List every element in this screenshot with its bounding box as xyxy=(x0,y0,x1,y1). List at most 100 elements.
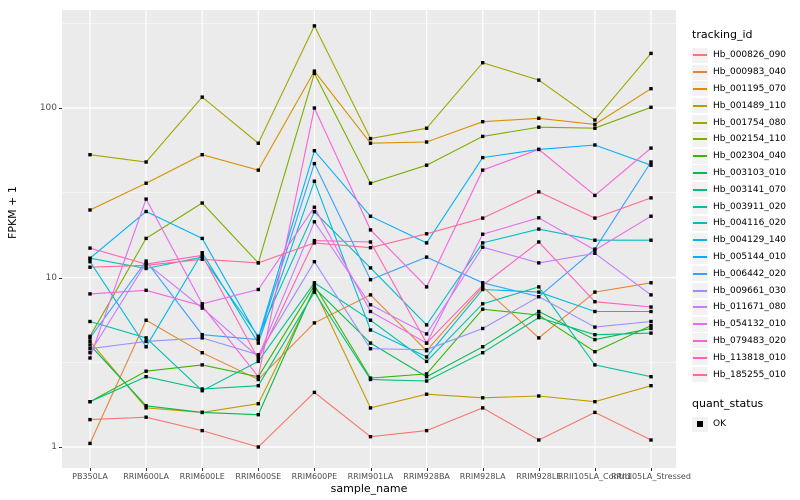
data-point xyxy=(424,323,429,327)
x-tick-mark xyxy=(482,468,484,471)
data-point xyxy=(649,163,653,167)
legend-entry-Hb_009661_030: Hb_009661_030 xyxy=(692,282,786,299)
data-point xyxy=(649,214,653,218)
data-point xyxy=(312,71,317,76)
x-tick-mark xyxy=(651,468,652,471)
legend-key-swatch xyxy=(692,215,708,231)
data-point xyxy=(593,248,597,252)
data-point xyxy=(593,337,597,342)
legend-key-swatch xyxy=(692,333,708,349)
data-point xyxy=(537,309,541,314)
legend-key-swatch xyxy=(692,266,708,282)
data-point xyxy=(649,196,653,200)
legend-key-swatch xyxy=(692,64,708,80)
data-point xyxy=(312,179,317,183)
data-point xyxy=(368,377,373,382)
data-point xyxy=(368,318,373,322)
data-point xyxy=(593,309,597,314)
legend-line-icon xyxy=(693,373,707,376)
legend-entry-Hb_054132_010: Hb_054132_010 xyxy=(692,316,786,333)
data-point xyxy=(88,260,92,264)
data-point xyxy=(256,261,260,265)
x-tick-mark xyxy=(258,468,260,471)
plot-canvas xyxy=(62,10,676,468)
data-point xyxy=(481,396,485,400)
legend-entry-Hb_003141_070: Hb_003141_070 xyxy=(692,181,786,198)
legend-entry-Hb_003911_020: Hb_003911_020 xyxy=(692,198,786,215)
data-point xyxy=(312,149,317,153)
legend-entry-label: Hb_009661_030 xyxy=(713,285,787,296)
data-point xyxy=(144,415,148,419)
y-tick-mark xyxy=(59,447,62,448)
data-point xyxy=(649,375,653,379)
data-point xyxy=(144,259,148,263)
data-point xyxy=(368,136,373,141)
legend-entry-Hb_004116_020: Hb_004116_020 xyxy=(692,215,786,232)
legend-entry-Hb_001489_110: Hb_001489_110 xyxy=(692,97,786,114)
legend-entry-label: Hb_001754_080 xyxy=(713,117,787,128)
legend-key-swatch xyxy=(692,350,708,366)
data-point xyxy=(88,441,92,446)
data-point xyxy=(200,333,204,337)
legend-line-icon xyxy=(693,289,707,292)
data-point xyxy=(312,241,317,245)
data-point xyxy=(312,283,317,287)
legend-line-icon xyxy=(693,71,707,74)
data-point xyxy=(424,428,429,433)
data-point xyxy=(88,339,92,344)
data-point xyxy=(649,238,653,242)
data-point xyxy=(144,318,148,322)
data-point xyxy=(312,69,317,73)
data-point xyxy=(593,400,597,404)
legend-entry-label: Hb_003911_020 xyxy=(713,201,787,212)
legend-entry-Hb_002154_110: Hb_002154_110 xyxy=(692,131,786,148)
data-point xyxy=(481,283,485,287)
data-point xyxy=(537,315,541,320)
legend-line-icon xyxy=(693,171,707,174)
data-point xyxy=(368,228,373,232)
legend-key-swatch xyxy=(692,98,708,114)
data-point xyxy=(649,281,653,285)
data-point xyxy=(368,181,373,185)
legend-line-icon xyxy=(693,104,707,107)
legend-line-icon xyxy=(693,272,707,275)
legend-entry-Hb_005144_010: Hb_005144_010 xyxy=(692,249,786,266)
data-point xyxy=(649,384,653,388)
data-point xyxy=(537,190,541,194)
legend-line-icon xyxy=(693,222,707,225)
data-point xyxy=(481,241,485,245)
data-point xyxy=(481,326,485,331)
data-point xyxy=(144,209,148,214)
legend-key-swatch xyxy=(692,47,708,63)
legend-entry-label: Hb_011671_080 xyxy=(713,302,787,313)
data-point xyxy=(144,404,148,408)
data-point xyxy=(481,155,485,160)
data-point xyxy=(537,290,541,294)
legend-entry-label: Hb_006442_020 xyxy=(713,268,787,279)
legend-entry-Hb_001754_080: Hb_001754_080 xyxy=(692,114,786,131)
legend-entry-label: Hb_002154_110 xyxy=(713,134,787,145)
legend-line-icon xyxy=(693,188,707,191)
legend-entry-label: Hb_054132_010 xyxy=(713,319,787,330)
data-point xyxy=(424,392,429,396)
data-point xyxy=(256,355,260,359)
data-point xyxy=(537,116,541,120)
x-tick-label: PB350LA xyxy=(72,472,108,481)
data-point xyxy=(200,302,204,306)
x-tick-label: RRIM600LA xyxy=(123,472,169,481)
data-point xyxy=(256,402,260,406)
data-point xyxy=(649,309,653,314)
data-point xyxy=(312,106,317,110)
data-point xyxy=(88,343,92,347)
data-point xyxy=(88,336,92,340)
black-square-point-icon xyxy=(697,421,703,428)
x-tick-mark xyxy=(90,468,91,471)
data-point xyxy=(368,347,373,351)
data-point xyxy=(256,384,260,388)
y-tick-mark xyxy=(59,108,62,109)
data-point xyxy=(200,306,204,310)
data-point xyxy=(424,375,429,379)
legend-line-icon xyxy=(693,323,707,326)
data-point xyxy=(88,351,92,355)
x-tick-mark xyxy=(426,468,428,471)
